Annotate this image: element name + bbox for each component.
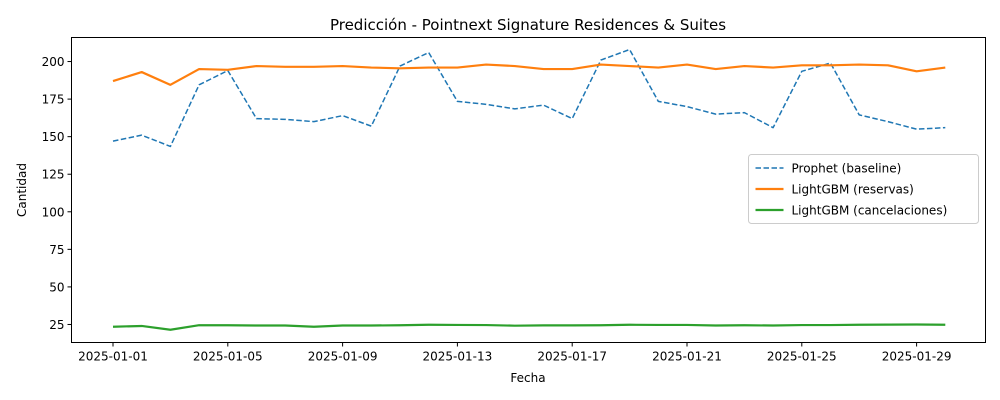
x-tick-label: 2025-01-21 [652, 350, 722, 364]
x-tick-label: 2025-01-17 [537, 350, 607, 364]
x-tick-label: 2025-01-13 [423, 350, 493, 364]
legend-label-2: LightGBM (reservas) [792, 183, 914, 197]
y-tick-label: 75 [49, 243, 64, 257]
x-axis: 2025-01-01 2025-01-05 2025-01-09 2025-01-13… [78, 342, 952, 364]
x-tick-label: 2025-01-05 [193, 350, 263, 364]
y-tick-label: 175 [42, 93, 65, 107]
y-tick-label: 200 [42, 55, 65, 69]
series-line-2 [112, 63, 946, 86]
x-tick-label: 2025-01-09 [308, 350, 378, 364]
chart-title: Predicción - Pointnext Signature Residen… [330, 16, 726, 34]
legend-box [748, 154, 979, 224]
plot-lines [112, 48, 946, 331]
series-line-3 [112, 323, 946, 331]
y-tick-label: 150 [42, 130, 65, 144]
y-tick-label: 50 [49, 280, 64, 294]
x-tick-label: 2025-01-25 [767, 350, 837, 364]
x-tick-label: 2025-01-29 [882, 350, 952, 364]
x-tick-label: 2025-01-01 [78, 350, 148, 364]
y-tick-label: 25 [49, 318, 64, 332]
x-axis-label: Fecha [510, 371, 545, 385]
legend-label-1: Prophet (baseline) [792, 162, 902, 176]
y-tick-label: 100 [42, 205, 65, 219]
legend: Prophet (baseline) LightGBM (reservas) Lig… [748, 154, 979, 224]
y-axis: 25 50 75 100 125 150 175 200 [42, 55, 72, 332]
series-line-1 [112, 48, 946, 148]
y-axis-label: Cantidad [15, 163, 29, 217]
plot-area-frame [71, 37, 986, 343]
legend-label-3: LightGBM (cancelaciones) [792, 204, 948, 218]
y-tick-label: 125 [42, 168, 65, 182]
